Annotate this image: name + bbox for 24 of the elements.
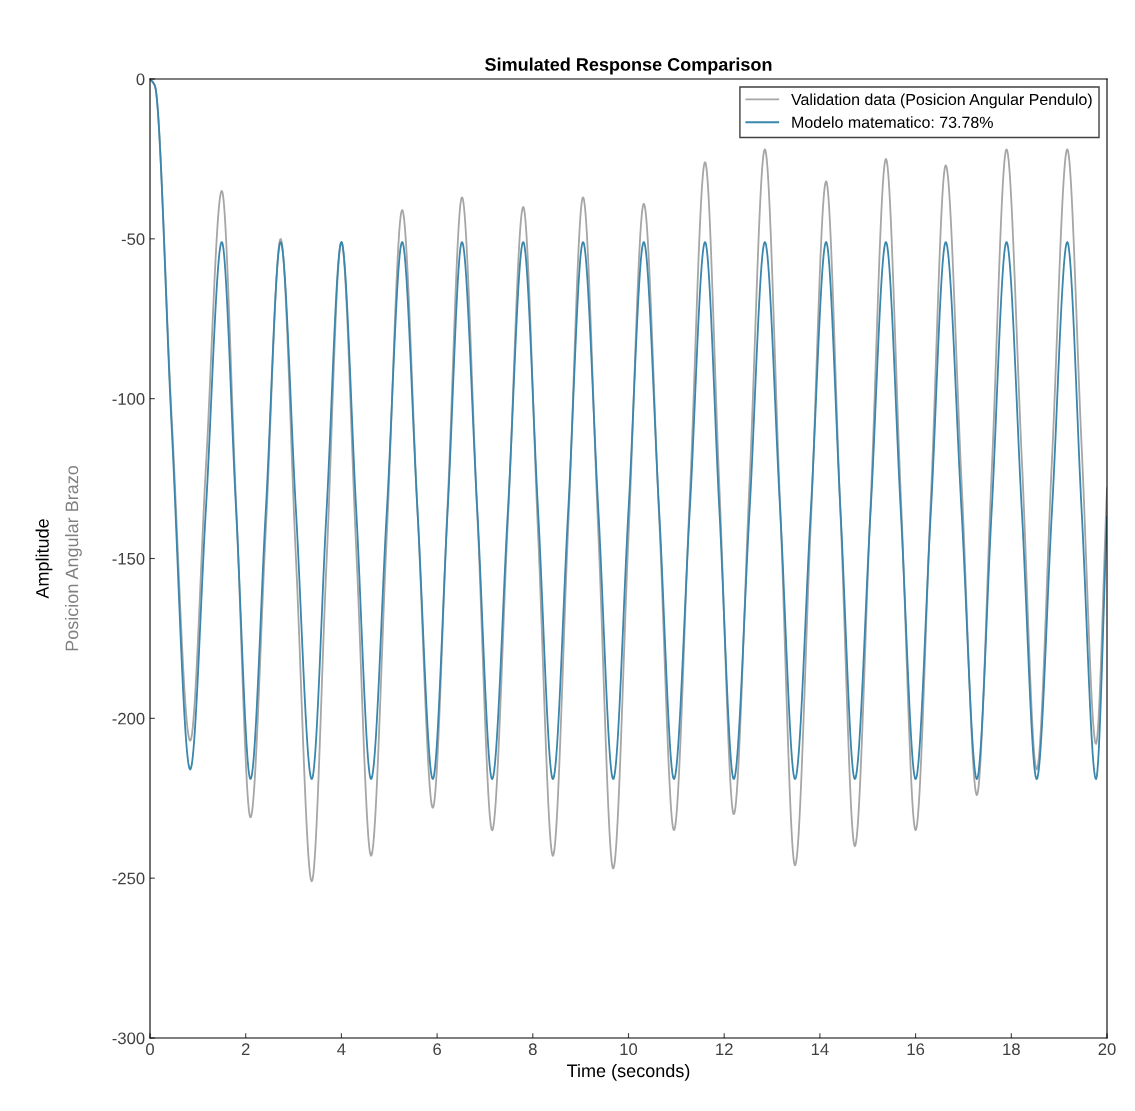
x-axis-title: Time (seconds) <box>567 1063 690 1081</box>
x-tick-label: 10 <box>620 1043 638 1056</box>
text: Posicion Angular Brazo <box>65 465 82 651</box>
y-tick-label: -100 <box>112 393 145 405</box>
x-tick-label: 8 <box>528 1043 537 1056</box>
x-tick-label: 18 <box>1003 1043 1020 1056</box>
y-tick-label: -150 <box>112 552 145 565</box>
x-tick-label: 6 <box>433 1043 441 1056</box>
y-tick-label: -300 <box>112 1032 145 1045</box>
x-tick-label: 16 <box>907 1043 925 1056</box>
x-tick-label: 14 <box>811 1043 829 1055</box>
x-tick-label: 20 <box>1098 1043 1116 1056</box>
legend-label: Modelo matematico: 73.78% <box>792 116 993 128</box>
y-tick-label: -250 <box>112 872 145 885</box>
x-tick-label: 0 <box>146 1043 154 1056</box>
y-axis-title: Amplitude <box>35 519 53 599</box>
y-tick-label: -200 <box>112 712 145 725</box>
x-tick-label: 12 <box>716 1043 733 1055</box>
y-tick-label: 0 <box>136 73 145 86</box>
x-tick-label: 2 <box>241 1043 250 1055</box>
legend-label: Validation data (Posicion Angular Pendulo) <box>791 93 1092 109</box>
x-tick-label: 4 <box>337 1043 346 1055</box>
y-tick-label: -50 <box>121 233 145 246</box>
chart-title: Simulated Response Comparison <box>485 57 772 75</box>
